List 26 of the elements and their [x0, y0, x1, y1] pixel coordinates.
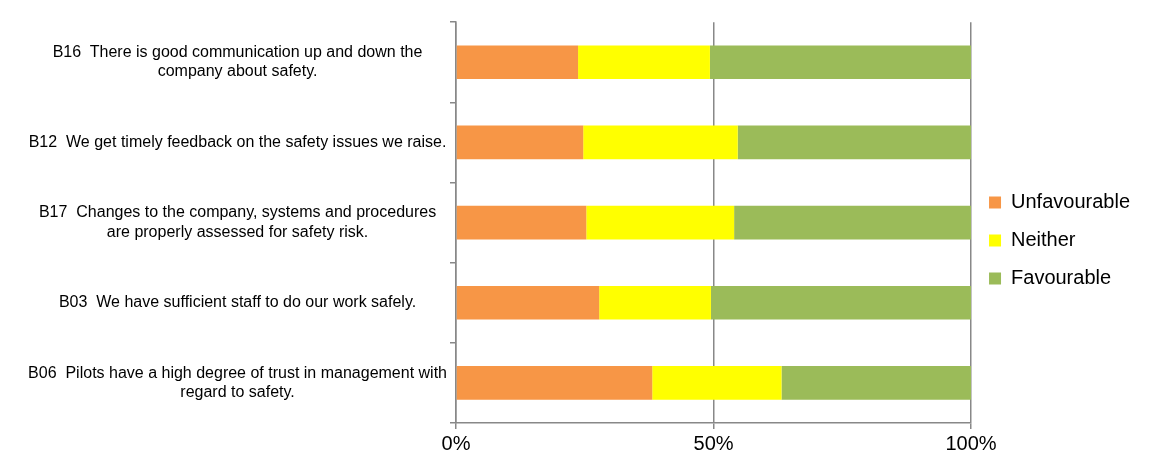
- bar: [456, 366, 653, 400]
- bar: [781, 366, 972, 400]
- legend-label: Unfavourable: [1011, 190, 1130, 213]
- bar: [456, 125, 584, 160]
- bar: [734, 205, 972, 240]
- bar: [583, 125, 738, 160]
- y-tick-label: B17 Changes to the company, systems and procedures are properly assessed for safety risk.: [38, 203, 437, 240]
- bar: [456, 205, 587, 240]
- bar: [652, 366, 782, 400]
- x-tick-label: 100%: [945, 431, 997, 454]
- legend-label: Favourable: [1011, 266, 1112, 289]
- bar: [709, 45, 972, 80]
- bar: [578, 45, 710, 80]
- bar: [710, 285, 972, 320]
- y-tick-label: B03 We have sufficient staff to do our work safely.: [58, 293, 417, 311]
- bar: [599, 285, 711, 320]
- x-tick-label: 0%: [441, 431, 471, 454]
- x-tick-label: 50%: [693, 431, 734, 454]
- y-tick-label: B06 Pilots have a high degree of trust in management with regard to safety.: [28, 363, 447, 400]
- bar: [456, 285, 600, 320]
- y-tick-label: B12 We get timely feedback on the safety issues we raise.: [28, 132, 447, 150]
- legend-label: Neither: [1011, 228, 1076, 251]
- bar: [586, 205, 735, 240]
- bar: [737, 125, 972, 160]
- y-tick-label: B16 There is good communication up and down the company about safety.: [52, 43, 423, 80]
- bar: [456, 45, 579, 80]
